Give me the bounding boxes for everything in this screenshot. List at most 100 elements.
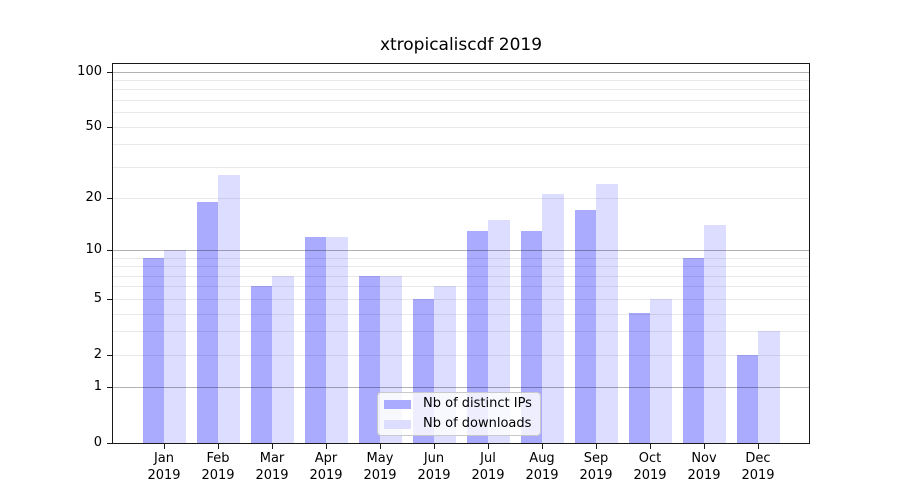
gridline-minor-30 (113, 166, 809, 168)
gridline-minor-20 (113, 198, 809, 199)
bar-nb-of-distinct-ips-apr-2019 (304, 236, 326, 443)
x-tick-mark-jan-2019 (164, 444, 165, 449)
x-tick-label-apr-2019: Apr 2019 (294, 451, 358, 484)
y-tick-label-0: 0 (93, 435, 102, 450)
bar-nb-of-downloads-sep-2019 (596, 183, 618, 443)
legend-swatch-distinct-ips (384, 399, 411, 409)
y-tick-label-20: 20 (85, 190, 102, 205)
x-tick-label-line: Aug (529, 451, 555, 466)
x-tick-mark-jun-2019 (434, 444, 435, 449)
legend-entry-downloads: Nb of downloads (384, 414, 536, 434)
y-tick-label-1: 1 (93, 379, 102, 395)
y-tick-mark-2 (107, 354, 112, 356)
x-tick-label-line: Jun (423, 451, 445, 466)
legend: Nb of distinct IPs Nb of downloads (377, 392, 541, 436)
x-tick-label-line: Nov (691, 451, 717, 466)
x-tick-label-jul-2019: Jul 2019 (456, 451, 520, 484)
bar-nb-of-distinct-ips-aug-2019 (520, 230, 542, 443)
x-tick-label-jun-2019: Jun 2019 (402, 451, 466, 484)
bar-nb-of-downloads-nov-2019 (704, 225, 726, 443)
x-tick-label-dec-2019: Dec 2019 (726, 451, 790, 484)
x-tick-label-line: May (366, 451, 394, 466)
gridline-minor-6 (113, 286, 809, 288)
x-tick-label-line: Dec (745, 451, 771, 466)
x-tick-label-line: Jan (153, 451, 175, 466)
x-tick-label-line: 2019 (255, 467, 289, 483)
bar-nb-of-distinct-ips-jan-2019 (142, 257, 164, 443)
bar-nb-of-downloads-jan-2019 (164, 250, 186, 443)
gridline-major-1 (113, 387, 809, 389)
y-tick-mark-10 (107, 250, 112, 251)
x-tick-label-line: 2019 (309, 467, 343, 483)
x-tick-label-nov-2019: Nov 2019 (672, 451, 736, 484)
y-tick-label-100: 100 (77, 63, 102, 79)
x-tick-mark-feb-2019 (218, 444, 219, 449)
bar-nb-of-downloads-aug-2019 (542, 194, 564, 443)
chart-title: xtropicaliscdf 2019 (379, 35, 543, 55)
gridline-minor-5 (113, 298, 809, 300)
plot-area (112, 63, 810, 444)
x-tick-mark-nov-2019 (704, 444, 705, 449)
bar-nb-of-distinct-ips-dec-2019 (736, 354, 758, 443)
gridline-minor-60 (113, 112, 809, 114)
bar-nb-of-distinct-ips-mar-2019 (250, 286, 272, 443)
gridline-minor-90 (113, 80, 809, 81)
y-tick-mark-50 (107, 126, 112, 128)
gridline-minor-7 (113, 275, 809, 277)
x-tick-label-line: 2019 (201, 467, 235, 483)
x-tick-mark-jul-2019 (488, 444, 489, 449)
legend-entry-distinct-ips: Nb of distinct IPs (384, 394, 536, 414)
bar-nb-of-downloads-jul-2019 (488, 219, 510, 443)
bar-nb-of-distinct-ips-sep-2019 (574, 210, 596, 443)
gridline-minor-9 (113, 257, 809, 259)
gridline-major-10 (113, 250, 809, 251)
y-tick-label-10: 10 (85, 242, 102, 257)
gridline-minor-80 (113, 89, 809, 91)
x-tick-mark-oct-2019 (650, 444, 651, 449)
x-tick-label-may-2019: May 2019 (348, 451, 412, 484)
gridline-minor-3 (113, 331, 809, 333)
x-tick-label-line: 2019 (633, 467, 667, 483)
bar-nb-of-distinct-ips-jul-2019 (466, 230, 488, 443)
y-tick-mark-0 (107, 443, 112, 444)
x-tick-label-line: 2019 (741, 467, 775, 483)
x-tick-mark-may-2019 (380, 444, 381, 449)
x-tick-label-line: Sep (583, 451, 609, 466)
gridline-minor-2 (113, 354, 809, 356)
x-tick-label-line: Feb (206, 451, 230, 466)
x-tick-label-mar-2019: Mar 2019 (240, 451, 304, 484)
x-tick-mark-apr-2019 (326, 444, 327, 449)
bar-nb-of-distinct-ips-nov-2019 (682, 257, 704, 443)
x-tick-label-line: 2019 (525, 467, 559, 483)
x-tick-label-line: 2019 (147, 467, 181, 483)
gridline-minor-70 (113, 100, 809, 101)
y-tick-label-50: 50 (85, 118, 102, 134)
legend-label-downloads: Nb of downloads (423, 416, 532, 431)
x-tick-mark-aug-2019 (542, 444, 543, 449)
x-tick-label-line: 2019 (417, 467, 451, 483)
y-tick-mark-1 (107, 387, 112, 389)
x-tick-label-line: 2019 (471, 467, 505, 483)
bar-nb-of-distinct-ips-oct-2019 (628, 313, 650, 443)
x-tick-label-line: Oct (638, 451, 662, 466)
x-tick-label-line: 2019 (363, 467, 397, 483)
y-tick-mark-20 (107, 198, 112, 199)
gridline-major-100 (113, 71, 809, 73)
bar-nb-of-distinct-ips-may-2019 (358, 275, 380, 443)
bar-nb-of-downloads-apr-2019 (326, 236, 348, 443)
x-tick-label-aug-2019: Aug 2019 (510, 451, 574, 484)
legend-swatch-downloads (384, 419, 411, 429)
legend-label-distinct-ips: Nb of distinct IPs (423, 396, 532, 411)
y-tick-label-2: 2 (93, 346, 102, 362)
bar-nb-of-downloads-feb-2019 (218, 174, 240, 443)
gridline-minor-50 (113, 126, 809, 128)
bar-nb-of-downloads-dec-2019 (758, 331, 780, 443)
x-tick-mark-sep-2019 (596, 444, 597, 449)
x-tick-mark-mar-2019 (272, 444, 273, 449)
x-tick-label-sep-2019: Sep 2019 (564, 451, 628, 484)
x-tick-label-jan-2019: Jan 2019 (132, 451, 196, 484)
bar-nb-of-downloads-mar-2019 (272, 275, 294, 443)
gridline-minor-8 (113, 266, 809, 268)
y-tick-label-5: 5 (93, 290, 102, 306)
